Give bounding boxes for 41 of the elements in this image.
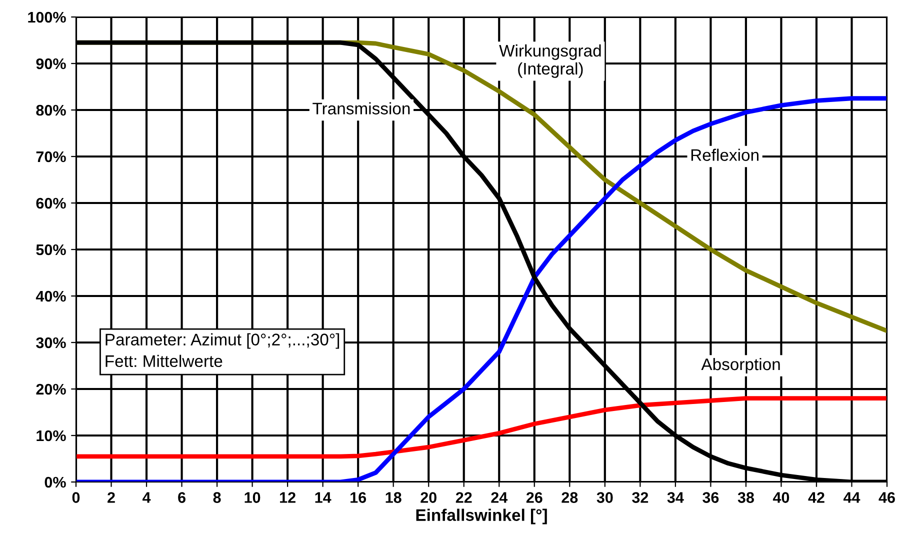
x-tick-label: 28 [562, 492, 578, 503]
x-tick-label: 12 [280, 492, 296, 503]
x-tick-label: 26 [526, 492, 542, 503]
x-tick-label: 36 [702, 492, 719, 503]
x-tick-label: 4 [142, 492, 151, 503]
y-tick-label: 0% [44, 476, 66, 488]
y-tick-label: 50% [36, 244, 66, 256]
x-tick-label: 24 [491, 492, 508, 503]
y-tick-label: 60% [36, 198, 66, 209]
x-tick-label: 14 [315, 492, 332, 503]
y-tick-label: 30% [36, 337, 66, 348]
x-tick-label: 34 [667, 492, 684, 503]
x-tick-label: 42 [808, 492, 824, 503]
annotation: Transmission [312, 102, 410, 114]
x-tick-label: 2 [108, 492, 115, 503]
y-tick-label: 90% [36, 58, 66, 70]
y-tick-label: 20% [36, 384, 66, 395]
x-tick-label: 40 [772, 492, 790, 503]
x-tick-label: 30 [596, 492, 613, 503]
x-tick-label: 10 [244, 492, 260, 503]
annotation: Absorption [701, 358, 780, 374]
y-tick-label: 10% [36, 430, 66, 442]
annotation: Parameter: Azimut [0°;2°;...;30°] Fett: Mittelwerte [106, 333, 340, 368]
x-tick-label: 46 [878, 492, 895, 503]
x-axis-title: Einfallswinkel [°] [416, 508, 547, 524]
x-tick-label: 44 [843, 492, 860, 503]
x-tick-label: 8 [213, 492, 221, 503]
x-tick-label: 22 [456, 492, 472, 503]
y-tick-label: 70% [36, 151, 66, 162]
annotation: Reflexion [691, 148, 758, 161]
x-tick-label: 18 [386, 492, 402, 503]
y-tick-label: 40% [36, 290, 66, 302]
annotation: Wirkungsgrad (Integral) [499, 44, 601, 78]
y-tick-label: 100% [28, 12, 66, 23]
x-tick-label: 32 [632, 492, 648, 503]
x-tick-label: 0 [72, 492, 80, 503]
x-tick-label: 38 [738, 492, 754, 503]
y-tick-label: 80% [36, 104, 66, 116]
x-tick-label: 20 [420, 492, 436, 503]
x-tick-label: 16 [350, 492, 366, 503]
x-tick-label: 6 [178, 492, 186, 503]
